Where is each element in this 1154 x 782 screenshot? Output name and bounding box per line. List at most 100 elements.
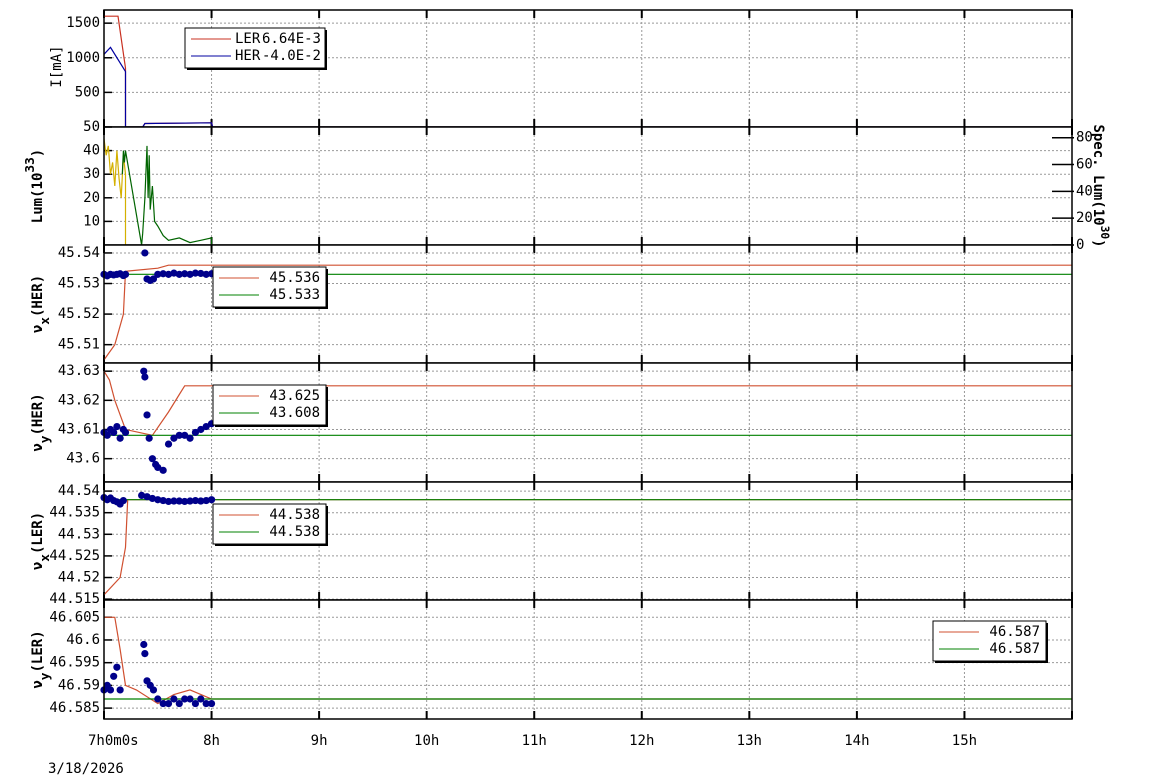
- y-tick-label: 46.59: [58, 677, 100, 693]
- data-point: [170, 434, 178, 442]
- data-point: [175, 699, 183, 708]
- axis-label-part: Lum(10: [30, 173, 46, 224]
- data-point: [140, 367, 148, 375]
- legend-box: [212, 266, 327, 308]
- axis-label-part: y: [38, 435, 53, 443]
- axis-label: νy(LER): [30, 630, 53, 688]
- data-point: [191, 496, 200, 505]
- axis-label-part: I[mA]: [49, 45, 65, 87]
- axis-label-part: ν: [30, 325, 46, 333]
- data-point: [116, 686, 124, 694]
- axis-label: νx(LER): [30, 512, 53, 570]
- x-tick-label: 10h: [414, 733, 439, 749]
- data-point: [164, 440, 173, 448]
- y-tick-label: 1500: [66, 15, 100, 31]
- y-tick-label: 20: [83, 190, 100, 206]
- data-point: [170, 695, 178, 703]
- legend-label: 45.536: [269, 270, 320, 286]
- data-point: [191, 428, 200, 437]
- data-point: [170, 497, 178, 505]
- axis-label-part: ): [1090, 239, 1106, 247]
- x-tick-label: 8h: [203, 733, 220, 749]
- data-line: [121, 145, 213, 246]
- data-point: [159, 496, 167, 505]
- y-tick-label: 44.53: [58, 526, 100, 542]
- data-point: [154, 496, 162, 504]
- legend-label: 46.587: [989, 624, 1040, 640]
- data-point: [181, 497, 189, 506]
- data-point: [164, 497, 173, 506]
- axis-label: νy(HER): [30, 393, 53, 451]
- legend-label: 46.587: [989, 641, 1040, 657]
- axis-label-part: ν: [30, 562, 46, 570]
- y2-tick-label: 60: [1076, 157, 1093, 173]
- y-tick-label: 50: [83, 119, 100, 135]
- y-tick-label: 1000: [66, 50, 100, 66]
- legend-value: 6.64E-3: [262, 31, 321, 47]
- legend-label: LER: [235, 31, 261, 47]
- x-date-label: 3/18/2026: [48, 761, 124, 777]
- y-tick-label: 30: [83, 166, 100, 182]
- data-point: [121, 270, 130, 278]
- y-tick-label: 45.54: [58, 245, 100, 261]
- axis-label-part: 33: [23, 157, 38, 172]
- y2-tick-label: 0: [1076, 237, 1084, 253]
- data-point: [186, 434, 194, 442]
- data-point: [197, 269, 205, 278]
- x-tick-label: 14h: [844, 733, 869, 749]
- data-point: [148, 455, 156, 463]
- data-point: [175, 270, 183, 278]
- y-tick-label: 45.52: [58, 306, 100, 322]
- data-point: [191, 269, 200, 277]
- axis-label-part: Spec. Lum(10: [1090, 124, 1106, 225]
- axis-label-part: x: [38, 554, 53, 562]
- data-point: [141, 373, 149, 381]
- data-point: [159, 270, 167, 278]
- x-tick-label: 7h0m0s: [88, 733, 139, 749]
- data-point: [143, 411, 151, 419]
- data-point: [113, 422, 121, 431]
- data-point: [110, 428, 118, 437]
- data-point: [154, 695, 162, 703]
- legend-box: [184, 27, 326, 69]
- axis-label-part: (LER): [30, 630, 46, 672]
- y-tick-label: 45.53: [58, 276, 100, 292]
- y-tick-label: 43.61: [58, 422, 100, 438]
- y-tick-label: 46.605: [49, 609, 100, 625]
- data-point: [103, 431, 111, 439]
- legend-label: 43.625: [269, 388, 320, 404]
- data-point: [164, 270, 173, 278]
- data-point: [197, 425, 205, 434]
- legend-label: 44.538: [269, 507, 320, 523]
- axis-label: I[mA]: [49, 45, 65, 87]
- data-point: [191, 699, 200, 708]
- data-point: [186, 497, 194, 505]
- data-point: [145, 434, 153, 442]
- y-tick-label: 46.6: [66, 632, 100, 648]
- y-tick-label: 46.585: [49, 700, 100, 716]
- axis-label: Lum(1033): [23, 149, 46, 223]
- data-point: [149, 686, 158, 694]
- legend-value: -4.0E-2: [262, 48, 321, 64]
- y-tick-label: 10: [83, 213, 100, 229]
- axis-label-part: (LER): [30, 512, 46, 554]
- axis-label-part: (HER): [30, 393, 46, 435]
- data-point: [197, 695, 205, 703]
- data-line: [104, 616, 1072, 705]
- y-tick-label: 44.515: [49, 591, 100, 607]
- legend-box: [212, 503, 327, 545]
- data-point: [186, 270, 194, 278]
- x-tick-label: 9h: [311, 733, 328, 749]
- y2-tick-label: 20: [1076, 210, 1093, 226]
- data-point: [159, 466, 167, 474]
- data-point: [164, 699, 173, 708]
- y-tick-label: 44.535: [49, 505, 100, 521]
- data-point: [175, 497, 183, 505]
- y-tick-label: 43.6: [66, 451, 100, 467]
- data-point: [154, 463, 162, 472]
- panel-border: [103, 599, 1073, 720]
- data-point: [202, 422, 210, 431]
- data-point: [186, 695, 194, 703]
- y2-tick-label: 80: [1076, 130, 1093, 146]
- y-tick-label: 43.63: [58, 363, 100, 379]
